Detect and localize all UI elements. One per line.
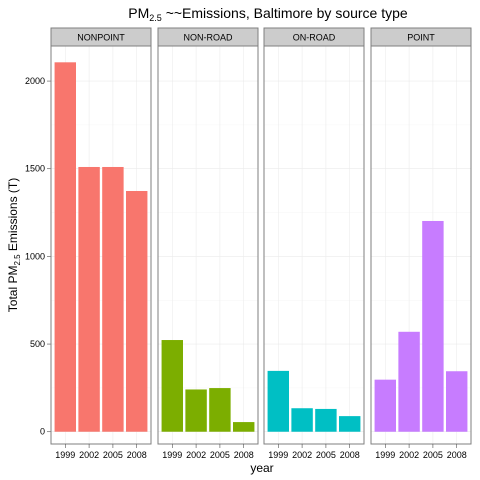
bar-2008 xyxy=(339,416,361,432)
facet-strip xyxy=(157,27,259,47)
bar-1999 xyxy=(54,62,76,432)
x-tick-label: 2008 xyxy=(340,450,360,460)
bar-2005 xyxy=(315,408,337,432)
y-tick-label: 0 xyxy=(40,427,45,437)
bar-2002 xyxy=(398,331,420,432)
facet-panel-point: POINT 1999 2002 2005 2008 xyxy=(370,27,472,460)
bar-2005 xyxy=(209,388,231,432)
y-axis-title: Total PM2.5 Emissions (T) xyxy=(6,178,22,312)
bar-2005 xyxy=(102,166,124,432)
x-tick-label: 2005 xyxy=(210,450,230,460)
x-tick-label: 2002 xyxy=(79,450,99,460)
facet-panels: NONPOINT 1999 2002 2005 2008 NON-ROAD 1999 2002… xyxy=(50,27,472,460)
x-tick-label: 2008 xyxy=(127,450,147,460)
facet-panel-non-road: NON-ROAD 1999 2002 2005 2008 xyxy=(157,27,259,460)
facet-strip-label: NONPOINT xyxy=(77,33,125,43)
bar-1999 xyxy=(267,370,289,432)
bar-1999 xyxy=(161,340,183,432)
x-tick-label: 2008 xyxy=(447,450,467,460)
y-tick-label: 2000 xyxy=(25,76,45,86)
x-axis-title: year xyxy=(250,461,273,475)
y-tick-label: 500 xyxy=(30,339,45,349)
x-tick-label: 1999 xyxy=(268,450,288,460)
bar-2008 xyxy=(233,422,255,432)
x-tick-label: 1999 xyxy=(162,450,182,460)
x-tick-label: 2005 xyxy=(423,450,443,460)
x-tick-label: 2008 xyxy=(234,450,254,460)
bar-2002 xyxy=(78,166,100,432)
facet-panel-nonpoint: NONPOINT 1999 2002 2005 2008 xyxy=(50,27,152,460)
x-tick-label: 2002 xyxy=(399,450,419,460)
facet-strip xyxy=(50,27,152,47)
facet-strip xyxy=(263,27,365,47)
x-tick-label: 2005 xyxy=(103,450,123,460)
chart-title: PM2.5 ~~Emissions, Baltimore by source t… xyxy=(128,5,408,23)
bar-2002 xyxy=(291,408,313,432)
facet-strip-label: NON-ROAD xyxy=(184,33,233,43)
bar-2008 xyxy=(126,190,148,432)
facet-strip-label: POINT xyxy=(407,33,435,43)
bar-1999 xyxy=(374,379,396,432)
x-tick-label: 1999 xyxy=(55,450,75,460)
facet-strip xyxy=(370,27,472,47)
facet-strip-label: ON-ROAD xyxy=(293,33,336,43)
y-tick-label: 1500 xyxy=(25,164,45,174)
x-tick-label: 2005 xyxy=(316,450,336,460)
bar-2008 xyxy=(446,371,468,432)
facet-panel-on-road: ON-ROAD 1999 2002 2005 2008 xyxy=(263,27,365,460)
x-tick-label: 2002 xyxy=(292,450,312,460)
bar-2005 xyxy=(422,220,444,432)
x-tick-label: 2002 xyxy=(186,450,206,460)
bar-2002 xyxy=(185,389,207,432)
y-axis: 0 500 1000 1500 2000 xyxy=(25,76,51,437)
x-tick-label: 1999 xyxy=(375,450,395,460)
y-tick-label: 1000 xyxy=(25,251,45,261)
